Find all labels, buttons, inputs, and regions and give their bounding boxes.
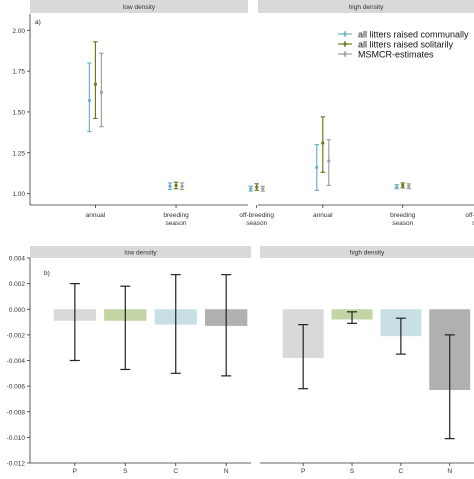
facet-label: low density <box>123 4 156 11</box>
x-tick-label: breeding <box>163 212 189 219</box>
point-all-litters-raised-communally <box>87 98 91 103</box>
point-msmcr-estimates <box>407 184 411 188</box>
facet-strip-b-0 <box>30 246 251 258</box>
y-tick-label: -0.012 <box>7 461 26 468</box>
panel-label-b: b) <box>44 270 50 277</box>
y-tick-label: 0.000 <box>9 307 26 314</box>
point-all-litters-raised-solitarily <box>255 185 259 189</box>
facet-strip-b-1 <box>260 246 474 258</box>
x-tick-label: season <box>246 220 267 227</box>
y-tick-label: 1.75 <box>12 69 25 76</box>
x-tick-label: C <box>173 468 178 474</box>
x-tick-label: annual <box>86 212 106 219</box>
y-tick-label: -0.006 <box>7 384 26 391</box>
point-all-litters-raised-communally <box>249 187 253 191</box>
point-all-litters-raised-communally <box>395 185 399 189</box>
x-tick-label: off-breeding <box>239 212 274 219</box>
facet-label: high density <box>349 4 384 11</box>
facet-strip-a-1 <box>258 0 474 13</box>
x-tick-label: N <box>224 468 229 474</box>
y-tick-label: -0.002 <box>7 332 26 339</box>
facet-strip-a-0 <box>30 0 248 13</box>
y-tick-label: 2.00 <box>12 28 25 35</box>
point-msmcr-estimates <box>327 159 331 163</box>
y-tick-label: 0.004 <box>9 256 26 263</box>
y-tick-label: 1.25 <box>12 150 25 157</box>
x-tick-label: S <box>123 468 128 474</box>
facet-label: low density <box>124 250 157 257</box>
y-tick-label: -0.004 <box>7 358 26 365</box>
point-all-litters-raised-solitarily <box>401 183 405 188</box>
legend-key-point <box>343 42 347 46</box>
y-tick-label: -0.010 <box>7 435 26 442</box>
x-tick-label: season <box>166 220 187 227</box>
point-msmcr-estimates <box>99 90 103 94</box>
x-tick-label: C <box>399 468 404 474</box>
facet-label: high density <box>350 250 385 257</box>
x-tick-label: P <box>73 468 77 474</box>
x-tick-label: season <box>472 220 474 227</box>
panel-label-a: a) <box>35 19 41 26</box>
point-all-litters-raised-solitarily <box>93 82 97 86</box>
legend-entry: all litters raised communally <box>358 30 469 40</box>
legend-key-point <box>343 32 347 36</box>
y-tick-label: 1.50 <box>12 109 25 116</box>
x-tick-label: off-breeding <box>465 212 474 219</box>
legend-entry: MSMCR-estimates <box>358 50 434 60</box>
y-tick-label: -0.008 <box>7 409 26 416</box>
x-tick-label: breeding <box>390 212 416 219</box>
point-all-litters-raised-solitarily <box>321 141 325 145</box>
point-msmcr-estimates <box>261 187 265 191</box>
point-all-litters-raised-communally <box>315 165 319 170</box>
point-msmcr-estimates <box>180 184 184 188</box>
point-all-litters-raised-communally <box>168 184 172 188</box>
x-tick-label: annual <box>313 212 333 219</box>
x-tick-label: season <box>392 220 413 227</box>
x-tick-label: P <box>301 468 305 474</box>
y-tick-label: 0.002 <box>9 281 26 288</box>
legend-entry: all litters raised solitarily <box>358 40 454 50</box>
legend-key-point <box>343 52 347 56</box>
y-tick-label: 1.00 <box>12 191 25 198</box>
point-all-litters-raised-solitarily <box>174 183 178 188</box>
x-tick-label: N <box>447 468 452 474</box>
x-tick-label: S <box>350 468 355 474</box>
